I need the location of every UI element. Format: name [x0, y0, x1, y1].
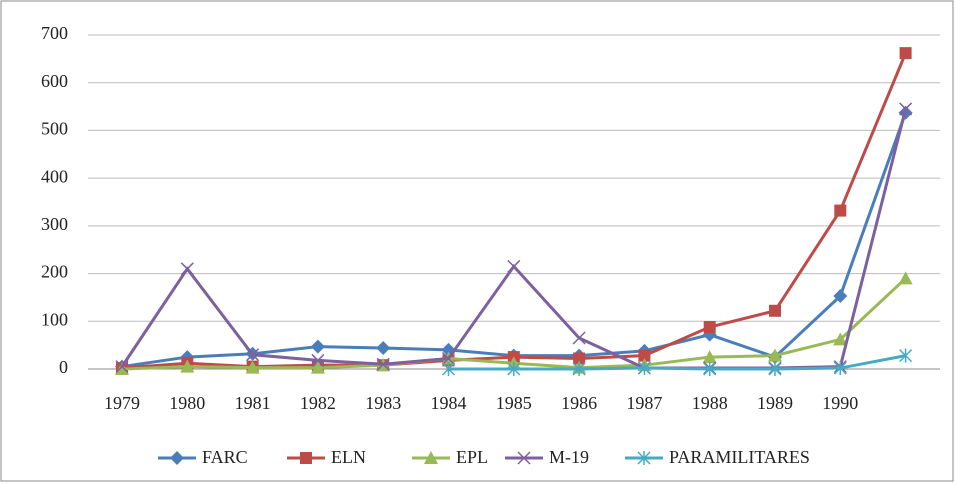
marker	[572, 331, 586, 345]
marker	[424, 451, 438, 464]
marker	[833, 332, 848, 346]
legend-label: M-19	[549, 447, 589, 467]
x-tick-label: 1984	[431, 393, 467, 413]
marker	[637, 451, 651, 465]
marker	[115, 362, 129, 375]
x-tick-label: 1989	[757, 393, 793, 413]
x-tick-label: 1983	[365, 393, 401, 413]
marker	[703, 321, 716, 334]
marker	[769, 304, 781, 317]
marker	[517, 451, 531, 465]
marker	[310, 360, 325, 374]
y-tick-label: 200	[41, 262, 68, 282]
marker	[507, 362, 521, 376]
marker	[833, 361, 847, 376]
marker	[441, 351, 456, 366]
marker	[300, 452, 312, 464]
marker	[441, 362, 456, 376]
marker	[573, 352, 586, 365]
legend-label: FARC	[202, 447, 248, 467]
x-tick-label: 1988	[692, 393, 728, 413]
marker	[768, 348, 782, 362]
marker	[834, 204, 847, 217]
marker	[311, 353, 325, 367]
marker	[899, 102, 913, 116]
marker	[702, 350, 717, 364]
marker	[245, 360, 260, 374]
y-tick-label: 500	[41, 119, 68, 139]
y-tick-label: 300	[41, 214, 68, 234]
x-tick-label: 1979	[104, 393, 140, 413]
y-tick-label: 700	[41, 23, 68, 43]
y-tick-label: 400	[41, 166, 68, 186]
marker	[246, 348, 260, 362]
x-tick-label: 1982	[300, 393, 336, 413]
y-tick-label: 600	[41, 71, 68, 91]
marker	[638, 349, 651, 362]
marker	[768, 362, 782, 376]
y-tick-label: 0	[59, 357, 68, 377]
marker	[310, 339, 325, 354]
marker	[637, 361, 651, 376]
legend-label: PARAMILITARES	[669, 447, 810, 467]
marker	[703, 362, 717, 376]
x-tick-label: 1990	[822, 393, 858, 413]
legend-label: ELN	[331, 447, 366, 467]
marker	[180, 359, 195, 373]
series-line	[448, 354, 906, 371]
x-tick-label: 1987	[626, 393, 662, 413]
x-tick-label: 1985	[496, 393, 532, 413]
x-tick-label: 1981	[235, 393, 271, 413]
marker	[899, 47, 912, 60]
y-tick-label: 100	[41, 309, 68, 329]
marker	[572, 362, 586, 376]
x-tick-label: 1980	[169, 393, 205, 413]
marker	[376, 357, 390, 371]
marker	[115, 360, 129, 374]
legend-label: EPL	[456, 447, 488, 467]
x-tick-label: 1986	[561, 393, 597, 413]
marker	[833, 288, 848, 303]
marker	[170, 451, 184, 465]
marker	[898, 271, 913, 285]
marker	[507, 259, 521, 273]
marker	[376, 341, 391, 356]
marker	[180, 262, 194, 276]
marker	[899, 348, 913, 363]
